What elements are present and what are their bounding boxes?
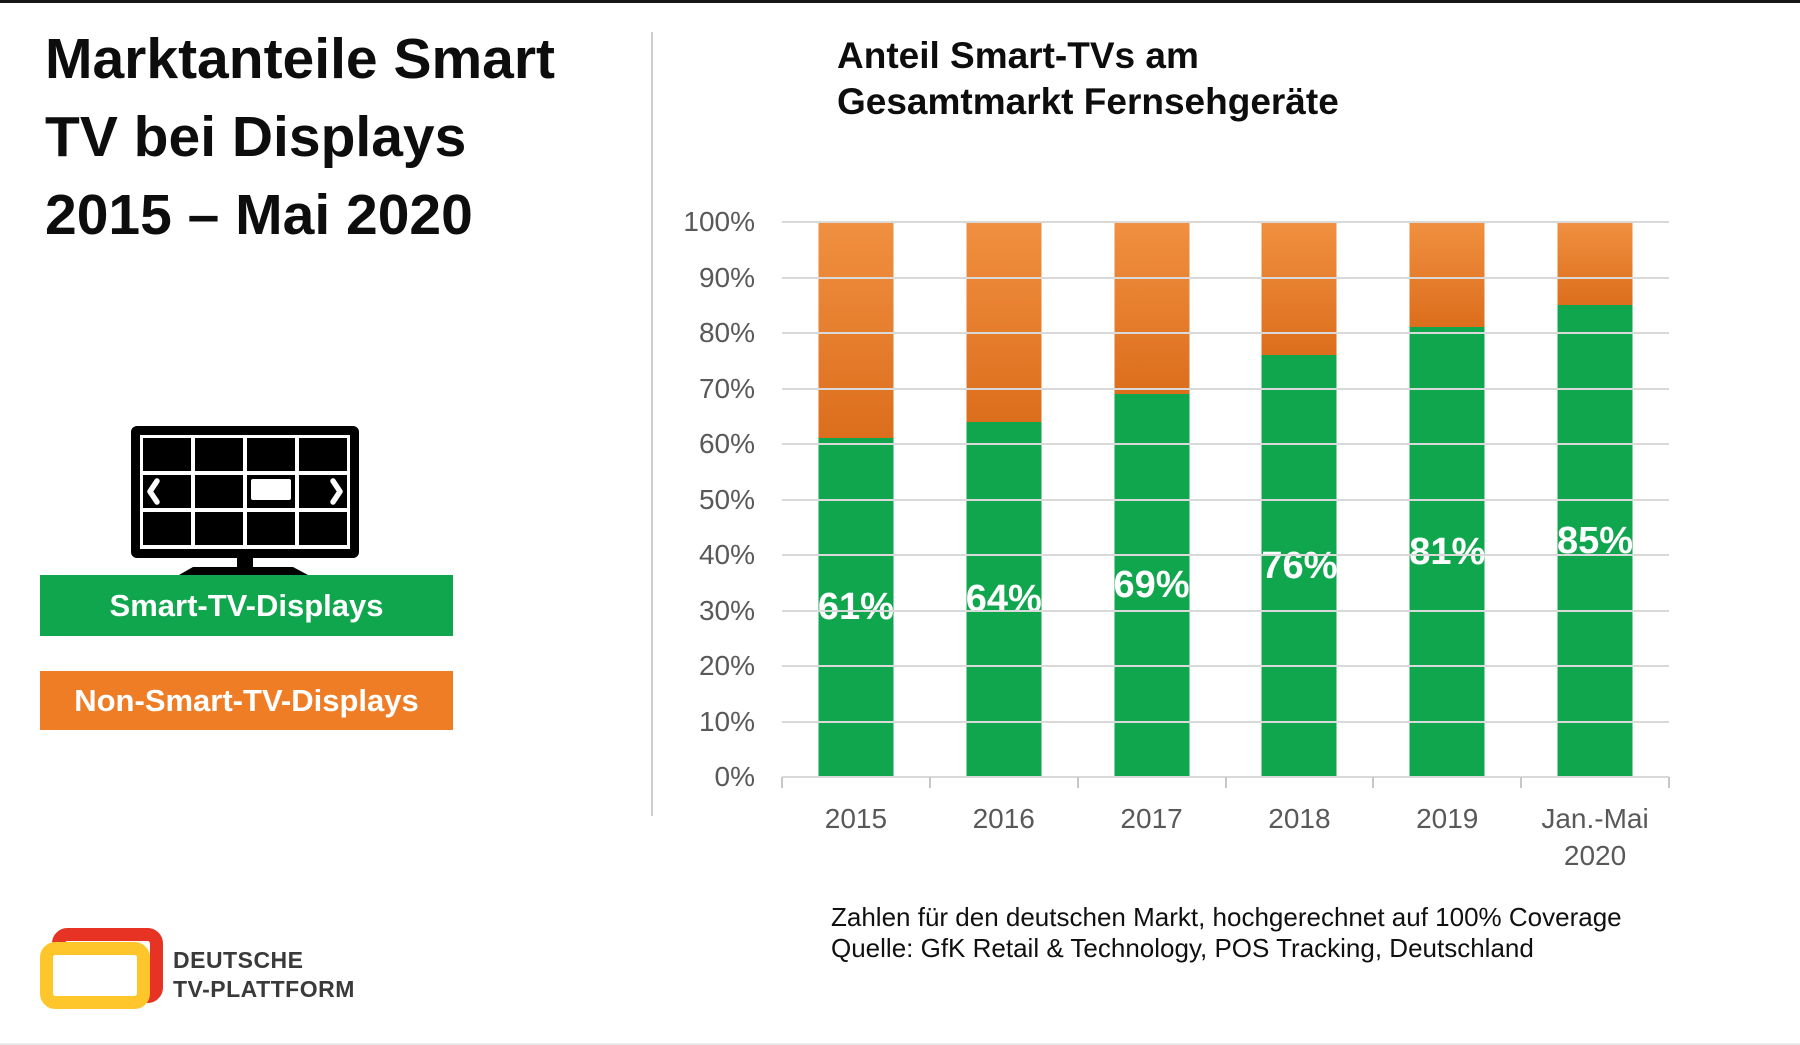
gridline bbox=[782, 332, 1669, 334]
y-tick-label: 80% bbox=[698, 317, 755, 348]
gridline bbox=[782, 554, 1669, 556]
footnote-line-2: Quelle: GfK Retail & Technology, POS Tra… bbox=[831, 933, 1534, 963]
bar-value-label: 64% bbox=[965, 577, 1042, 620]
gridline bbox=[782, 387, 1669, 390]
bar-value-label: 69% bbox=[1113, 564, 1190, 607]
y-tick-label: 50% bbox=[698, 483, 755, 515]
non-smart-tv-segment bbox=[818, 222, 894, 439]
bar-column: 64% bbox=[930, 222, 1078, 777]
gridline bbox=[782, 665, 1669, 667]
bar-column: 69% bbox=[1078, 222, 1226, 777]
x-tick-label: 2016 bbox=[972, 803, 1035, 834]
logo-text-line-1: DEUTSCHE bbox=[173, 947, 304, 973]
bars-row: 61% 64% 69% 76% 81% 85% bbox=[782, 222, 1669, 777]
bar-value-label: 81% bbox=[1409, 530, 1486, 573]
stacked-bar: 81% bbox=[1409, 222, 1486, 777]
smart-tv-segment: 69% bbox=[1113, 394, 1190, 777]
bar-value-label: 85% bbox=[1557, 519, 1634, 562]
chart-title-line-2: Gesamtmarkt Fernsehgeräte bbox=[837, 81, 1339, 122]
smart-tv-segment: 61% bbox=[817, 438, 894, 777]
smart-tv-segment: 81% bbox=[1409, 327, 1486, 777]
legend-item-smart: Smart-TV-Displays bbox=[40, 575, 453, 636]
gridline bbox=[782, 276, 1669, 279]
logo-text-line-2: TV-PLATTFORM bbox=[173, 976, 355, 1002]
x-axis-tick bbox=[1224, 777, 1227, 788]
x-axis-tick bbox=[928, 777, 931, 788]
chart-title: Anteil Smart-TVs am Gesamtmarkt Fernsehg… bbox=[837, 33, 1339, 125]
x-axis-tick bbox=[1076, 777, 1079, 788]
chevron-right-icon bbox=[330, 478, 343, 505]
smart-tv-segment: 64% bbox=[965, 421, 1042, 777]
bar-value-label: 76% bbox=[1261, 544, 1338, 587]
gridline bbox=[782, 498, 1669, 501]
non-smart-tv-segment bbox=[1409, 222, 1485, 328]
x-axis-labels: 2015 2016 2017 2018 2019 Jan.-Mai 2020 bbox=[782, 800, 1669, 874]
y-tick-label: 10% bbox=[698, 705, 755, 737]
legend-label-nonsmart: Non-Smart-TV-Displays bbox=[74, 682, 419, 718]
smart-tv-icon bbox=[131, 426, 359, 575]
frame-bottom-border bbox=[0, 1043, 1800, 1045]
non-smart-tv-segment bbox=[966, 222, 1042, 422]
page-title: Marktanteile Smart TV bei Displays 2015 … bbox=[45, 20, 645, 254]
page-title-line-3: 2015 – Mai 2020 bbox=[45, 183, 473, 247]
x-tick-label: Jan.-Mai 2020 bbox=[1541, 803, 1649, 871]
stacked-bar: 76% bbox=[1261, 222, 1338, 777]
x-tick-label: 2019 bbox=[1416, 803, 1479, 834]
panel-divider bbox=[651, 32, 653, 816]
chart-title-line-1: Anteil Smart-TVs am bbox=[837, 35, 1199, 76]
x-tick-label: 2017 bbox=[1120, 803, 1183, 834]
bar-value-label: 61% bbox=[817, 586, 894, 629]
smart-tv-segment: 76% bbox=[1261, 355, 1338, 777]
gridline bbox=[782, 443, 1669, 445]
non-smart-tv-segment bbox=[1114, 222, 1190, 395]
stacked-bar: 85% bbox=[1557, 222, 1634, 777]
non-smart-tv-segment bbox=[1557, 222, 1633, 306]
y-axis-labels: 100% 90% 80% 70% 60% 50% 40% 30% 20% 10% 0% bbox=[600, 206, 755, 792]
y-tick-label: 100% bbox=[683, 206, 755, 237]
legend-label-smart: Smart-TV-Displays bbox=[109, 587, 384, 623]
bar-column: 81% bbox=[1373, 222, 1521, 777]
page-title-line-2: TV bei Displays bbox=[45, 105, 467, 169]
plot-area: 61% 64% 69% 76% 81% 85% bbox=[781, 221, 1670, 788]
logo-text: DEUTSCHE TV-PLATTFORM bbox=[173, 946, 355, 1004]
footnote-line-1: Zahlen für den deutschen Markt, hochgere… bbox=[831, 902, 1622, 932]
x-axis-tick bbox=[1668, 777, 1670, 788]
selected-tile bbox=[251, 479, 291, 500]
frame-top-border bbox=[0, 0, 1800, 3]
y-tick-label: 70% bbox=[698, 372, 755, 404]
gridline bbox=[782, 221, 1669, 223]
page-title-line-1: Marktanteile Smart bbox=[45, 27, 556, 91]
y-tick-label: 20% bbox=[698, 650, 755, 681]
smart-tv-segment: 85% bbox=[1557, 305, 1634, 777]
deutsche-tv-plattform-logo-icon bbox=[40, 928, 163, 1009]
bar-column: 85% bbox=[1521, 222, 1669, 777]
y-tick-label: 40% bbox=[698, 539, 755, 570]
x-tick-label: 2018 bbox=[1268, 803, 1331, 834]
y-tick-label: 90% bbox=[698, 261, 755, 293]
y-tick-label: 60% bbox=[698, 428, 755, 459]
legend-item-nonsmart: Non-Smart-TV-Displays bbox=[40, 671, 453, 730]
gridline bbox=[782, 720, 1669, 723]
bar-column: 76% bbox=[1225, 222, 1373, 777]
gridline bbox=[782, 609, 1669, 612]
x-tick-label: 2015 bbox=[824, 803, 888, 834]
x-axis-tick bbox=[1372, 777, 1375, 788]
non-smart-tv-segment bbox=[1261, 222, 1337, 356]
y-tick-label: 30% bbox=[698, 594, 755, 626]
x-axis-tick bbox=[1520, 777, 1523, 788]
y-tick-label: 0% bbox=[714, 761, 755, 792]
x-axis-tick bbox=[781, 777, 783, 788]
footnote: Zahlen für den deutschen Markt, hochgere… bbox=[831, 902, 1622, 964]
stacked-bar: 69% bbox=[1113, 222, 1190, 777]
stacked-bar: 64% bbox=[965, 222, 1042, 777]
chevron-left-icon bbox=[147, 478, 160, 505]
